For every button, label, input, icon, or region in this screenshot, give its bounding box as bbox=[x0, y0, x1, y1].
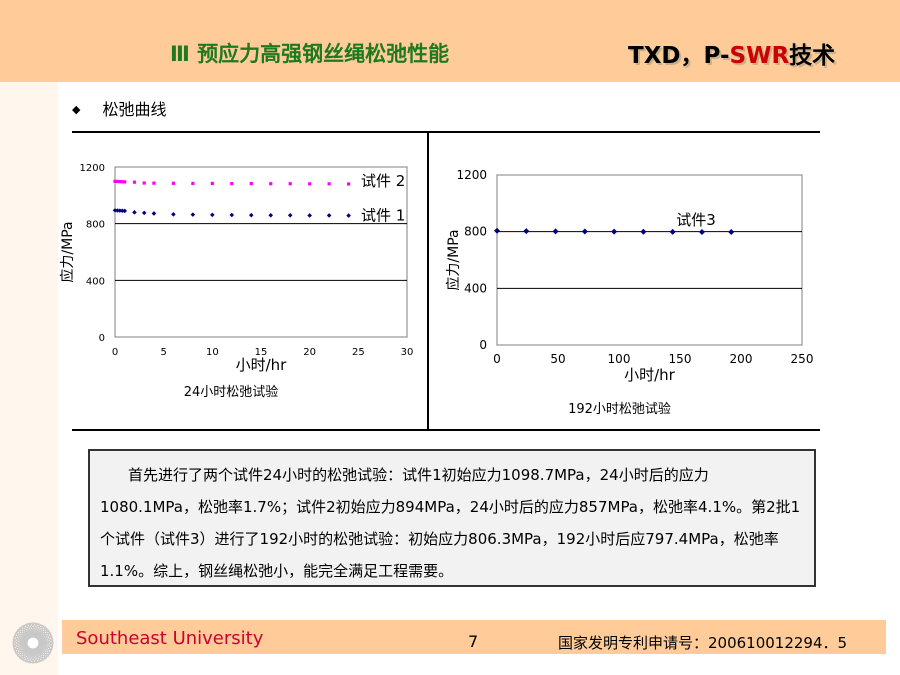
data-point bbox=[581, 228, 588, 235]
section-title: 松弛曲线 bbox=[102, 100, 167, 119]
data-point bbox=[123, 180, 127, 184]
data-point bbox=[142, 181, 146, 185]
y-tick-label: 1200 bbox=[456, 168, 487, 182]
center-divider bbox=[427, 131, 429, 431]
x-tick-label: 20 bbox=[303, 347, 316, 358]
data-point bbox=[113, 179, 117, 183]
section-heading: ◆ 松弛曲线 bbox=[72, 96, 166, 120]
x-tick-label: 5 bbox=[160, 347, 166, 358]
data-point bbox=[698, 228, 705, 235]
x-tick-label: 250 bbox=[791, 352, 814, 366]
x-tick-label: 0 bbox=[493, 352, 501, 366]
x-axis-label: 小时/hr bbox=[624, 366, 676, 384]
data-point bbox=[728, 229, 735, 236]
data-point bbox=[210, 181, 214, 186]
data-point bbox=[248, 212, 254, 218]
left-decor-strip bbox=[0, 82, 58, 675]
data-point bbox=[118, 179, 122, 184]
header-band bbox=[0, 0, 900, 82]
chart-24h: 0 400 800 1200 0 5 10 15 20 25 30 试件 2 试件 1 小时/hr 应力/M… bbox=[59, 163, 414, 400]
top-divider bbox=[72, 131, 820, 133]
data-point bbox=[115, 179, 120, 184]
y-tick-label: 0 bbox=[479, 338, 487, 352]
data-point bbox=[523, 228, 530, 235]
data-point bbox=[117, 208, 123, 213]
page-number: 7 bbox=[468, 632, 479, 651]
y-tick-label: 800 bbox=[86, 220, 105, 231]
footer-band bbox=[62, 620, 886, 654]
y-axis-label: 应力/MPa bbox=[445, 229, 462, 290]
chart-title: 24小时松弛试验 bbox=[184, 384, 279, 400]
bottom-divider bbox=[72, 429, 820, 431]
data-point bbox=[191, 181, 195, 186]
data-point bbox=[669, 228, 676, 235]
data-point bbox=[327, 182, 331, 186]
data-point bbox=[120, 180, 124, 184]
data-point bbox=[307, 213, 312, 218]
data-point bbox=[152, 181, 156, 185]
x-tick-label: 150 bbox=[669, 352, 692, 366]
data-point bbox=[132, 180, 137, 184]
x-tick-label: 30 bbox=[401, 347, 414, 358]
y-axis-label: 应力/MPa bbox=[59, 221, 76, 282]
x-tick-label: 0 bbox=[112, 347, 118, 358]
series-label: 试件 2 bbox=[361, 172, 405, 190]
data-point bbox=[171, 181, 175, 185]
x-tick-label: 10 bbox=[206, 347, 219, 358]
data-point bbox=[230, 181, 234, 186]
chart-192h: 0 400 800 1200 0 50 100 150 200 250 试件3 小时/hr 应力/MPa… bbox=[445, 168, 814, 417]
series-label: 试件3 bbox=[676, 211, 716, 229]
data-point bbox=[151, 211, 157, 216]
chart-title: 192小时松弛试验 bbox=[568, 401, 671, 417]
y-tick-label: 1200 bbox=[80, 163, 105, 174]
data-point bbox=[640, 228, 647, 235]
data-point bbox=[269, 182, 273, 186]
data-point bbox=[288, 182, 292, 186]
series-label: 试件 1 bbox=[361, 207, 405, 225]
brand-swr: SWR bbox=[729, 43, 790, 69]
x-tick-label: 25 bbox=[352, 347, 365, 358]
data-point bbox=[171, 212, 176, 217]
data-point bbox=[346, 213, 351, 218]
data-point bbox=[287, 213, 293, 218]
data-point bbox=[552, 228, 559, 235]
data-point bbox=[112, 208, 118, 213]
footer-university: Southeast University bbox=[76, 628, 264, 649]
university-seal-icon bbox=[12, 622, 54, 664]
slide-title: Ⅲ 预应力高强钢丝绳松弛性能 bbox=[170, 42, 450, 66]
diamond-bullet-icon: ◆ bbox=[72, 103, 81, 116]
plot-area bbox=[496, 174, 803, 346]
data-point bbox=[494, 227, 500, 234]
brand-prefix: TXD，P- bbox=[628, 43, 730, 69]
y-tick-label: 800 bbox=[464, 225, 487, 239]
x-tick-label: 15 bbox=[255, 347, 268, 358]
brand-suffix: 技术 bbox=[789, 43, 836, 69]
data-point bbox=[210, 212, 215, 218]
data-point bbox=[611, 228, 618, 235]
x-axis-label: 小时/hr bbox=[236, 356, 288, 374]
data-point bbox=[249, 181, 253, 186]
x-tick-label: 100 bbox=[608, 352, 631, 366]
x-tick-label: 50 bbox=[550, 352, 565, 366]
y-tick-label: 0 bbox=[99, 333, 105, 344]
data-point bbox=[347, 182, 351, 186]
plot-area bbox=[114, 166, 408, 338]
x-tick-label: 200 bbox=[730, 352, 753, 366]
summary-box: 首先进行了两个试件24小时的松弛试验：试件1初始应力1098.7MPa，24小时… bbox=[88, 449, 816, 587]
brand-title: TXD，P-SWR技术 bbox=[628, 36, 835, 70]
y-tick-label: 400 bbox=[86, 276, 105, 287]
data-point bbox=[308, 182, 312, 186]
data-point bbox=[326, 213, 332, 218]
y-tick-label: 400 bbox=[464, 281, 487, 295]
patent-number: 国家发明专利申请号：200610012294．5 bbox=[558, 634, 848, 652]
